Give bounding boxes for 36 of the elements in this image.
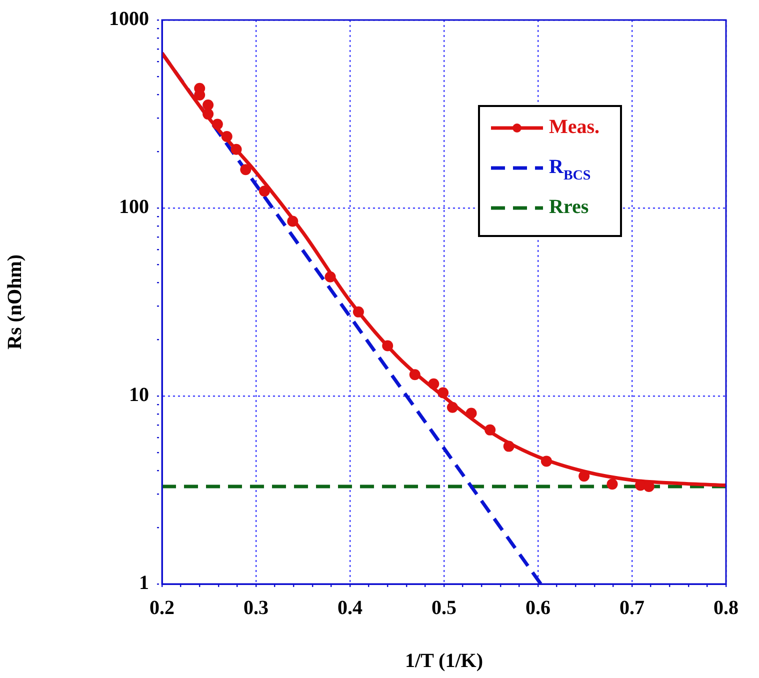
point <box>212 118 223 130</box>
x-tick-label: 0.7 <box>620 597 644 620</box>
point <box>240 164 252 176</box>
x-tick-label: 0.5 <box>432 597 456 620</box>
point <box>258 186 270 197</box>
point <box>202 108 214 120</box>
point <box>287 216 298 227</box>
point <box>578 470 590 482</box>
point <box>606 478 618 490</box>
point <box>230 144 242 155</box>
point <box>466 408 477 419</box>
x-axis-title: 1/T (1/K) <box>405 650 483 672</box>
legend-label: Rres <box>549 196 589 218</box>
point <box>503 440 514 452</box>
x-tick-label: 0.8 <box>714 597 738 620</box>
x-tick-label: 0.3 <box>244 597 268 620</box>
x-tick-label: 0.2 <box>150 597 174 620</box>
x-tick-label: 0.6 <box>526 597 550 620</box>
point <box>484 424 496 436</box>
point <box>428 378 440 390</box>
point <box>324 271 336 282</box>
point <box>382 340 394 352</box>
y-tick-label: 1 <box>139 572 149 594</box>
y-tick-label: 10 <box>129 384 149 406</box>
x-tick-label: 0.4 <box>338 597 362 620</box>
point <box>221 131 232 142</box>
point <box>540 456 552 467</box>
point <box>352 306 364 318</box>
y-tick-label: 100 <box>119 196 149 218</box>
point <box>446 402 458 413</box>
point <box>438 387 449 398</box>
point <box>409 369 420 380</box>
point <box>202 100 214 111</box>
legend-label: Meas. <box>549 116 600 138</box>
y-axis-title: Rs (nOhm) <box>4 254 26 350</box>
y-tick-label: 1000 <box>109 8 149 30</box>
